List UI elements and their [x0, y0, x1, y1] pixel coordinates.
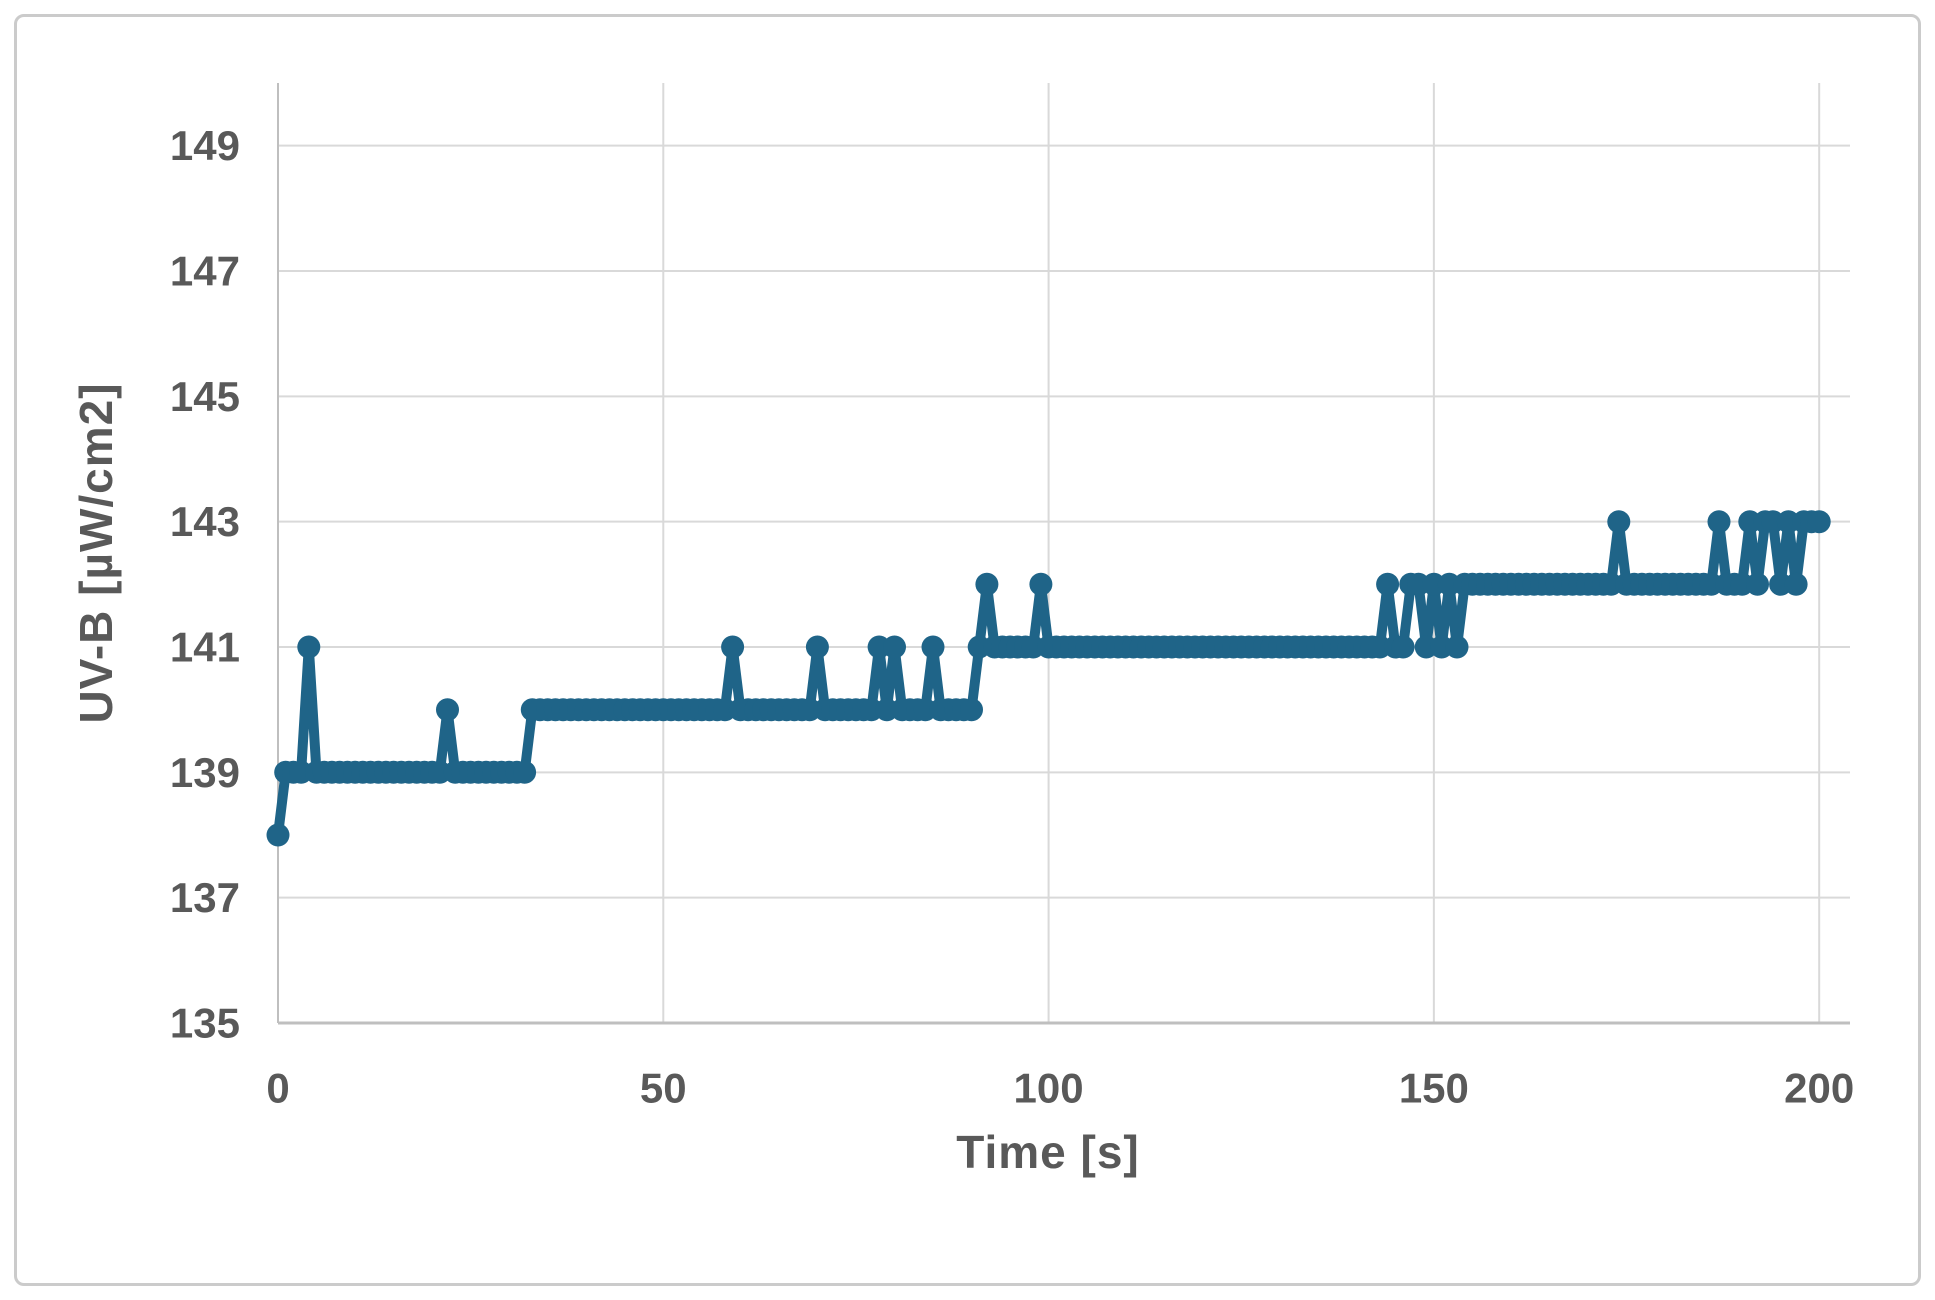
data-point-marker [1029, 572, 1053, 596]
data-point-marker [513, 760, 537, 784]
y-tick-label: 145 [170, 373, 240, 420]
data-point-marker [1707, 510, 1731, 534]
data-point-marker [883, 635, 906, 659]
data-point-marker [1807, 510, 1831, 534]
x-tick-label: 100 [1014, 1065, 1084, 1112]
data-point-marker [266, 823, 290, 847]
data-point-marker [436, 698, 459, 722]
data-point-marker [1784, 572, 1808, 596]
y-axis-title: UV-B [µW/cm2] [70, 382, 122, 723]
data-series-group [266, 510, 1831, 847]
x-tick-label: 0 [266, 1065, 289, 1112]
gridlines-group [278, 83, 1850, 1023]
data-point-marker [975, 572, 999, 596]
data-point-marker [1376, 572, 1400, 596]
y-tick-label: 147 [170, 248, 240, 295]
x-tick-label: 150 [1399, 1065, 1469, 1112]
tick-labels-group: 135 137 139 141 143 145 147 149 0 50 100 150 200 [170, 122, 1854, 1111]
x-tick-label: 50 [640, 1065, 687, 1112]
data-point-marker [1391, 635, 1415, 659]
y-tick-label: 137 [170, 874, 240, 921]
x-axis-title: Time [s] [956, 1126, 1140, 1178]
x-tick-label: 200 [1784, 1065, 1854, 1112]
data-point-marker [721, 635, 745, 659]
data-point-marker [805, 635, 829, 659]
y-tick-label: 143 [170, 498, 240, 545]
data-point-marker [921, 635, 945, 659]
y-tick-label: 139 [170, 749, 240, 796]
chart-frame [14, 14, 1921, 1286]
y-tick-label: 149 [170, 122, 240, 169]
data-point-marker [297, 635, 321, 659]
y-tick-label: 141 [170, 624, 240, 671]
data-point-marker [1746, 572, 1769, 596]
y-tick-label: 135 [170, 1000, 240, 1047]
axes-group [277, 83, 1850, 1025]
data-point-marker [960, 698, 983, 722]
data-point-marker [1445, 635, 1469, 659]
data-point-marker [1607, 510, 1631, 534]
